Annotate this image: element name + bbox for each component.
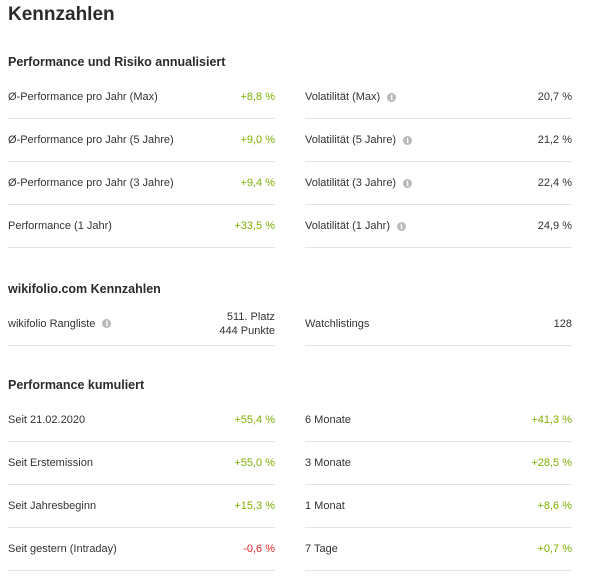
kumuliert-left-list: Seit 21.02.2020 +55,4 % Seit Erstemissio…	[8, 399, 275, 571]
info-icon[interactable]: i	[102, 319, 112, 328]
kennzahl-row: 7 Tage +0,7 %	[305, 528, 572, 571]
section-title-wikifolio-kennzahlen: wikifolio.com Kennzahlen	[8, 282, 161, 296]
section-title-performance-risiko: Performance und Risiko annualisiert	[8, 55, 226, 69]
kennzahl-row: Volatilität (3 Jahre) i 22,4 %	[305, 162, 572, 205]
kennzahl-label-text: Volatilität (3 Jahre)	[305, 177, 397, 189]
kennzahl-label: 7 Tage	[305, 543, 338, 555]
rangliste-platz: 511. Platz	[226, 310, 275, 323]
kennzahl-row: Performance (1 Jahr) +33,5 %	[8, 205, 275, 248]
kennzahl-row: Volatilität (1 Jahr) i 24,9 %	[305, 205, 572, 248]
kennzahl-label: Seit gestern (Intraday)	[8, 543, 117, 555]
kennzahl-row: Seit Erstemission +55,0 %	[8, 442, 275, 485]
kennzahl-label: Performance (1 Jahr)	[8, 220, 112, 232]
kennzahl-value: 24,9 %	[537, 220, 572, 232]
kennzahl-row: Seit gestern (Intraday) -0,6 %	[8, 528, 275, 571]
kennzahl-row: 6 Monate +41,3 %	[305, 399, 572, 442]
kennzahl-value: +55,4 %	[234, 414, 275, 426]
kennzahl-value: 128	[553, 317, 572, 330]
kennzahl-label: wikifolio Rangliste i	[8, 317, 112, 330]
volatility-list: Volatilität (Max) i 20,7 % Volatilität (5…	[305, 76, 572, 248]
kennzahl-label: 6 Monate	[305, 414, 351, 426]
section-title-performance-kumuliert: Performance kumuliert	[8, 378, 145, 392]
kennzahl-label: Ø-Performance pro Jahr (Max)	[8, 91, 158, 103]
kennzahl-label-text: Volatilität (Max)	[305, 91, 381, 103]
kennzahl-label: Volatilität (1 Jahr) i	[305, 220, 406, 232]
kennzahl-row: Seit Jahresbeginn +15,3 %	[8, 485, 275, 528]
kennzahl-value: 22,4 %	[537, 177, 572, 189]
kennzahl-value: +8,6 %	[537, 500, 572, 512]
kennzahl-value: -0,6 %	[243, 543, 275, 555]
kennzahl-row: Ø-Performance pro Jahr (Max) +8,8 %	[8, 76, 275, 119]
kennzahl-row: Seit 21.02.2020 +55,4 %	[8, 399, 275, 442]
kennzahl-label: Watchlistings	[305, 317, 370, 330]
kennzahl-value: +9,4 %	[240, 177, 275, 189]
kennzahl-label: Volatilität (5 Jahre) i	[305, 134, 413, 146]
kennzahl-label: Ø-Performance pro Jahr (3 Jahre)	[8, 177, 174, 189]
watchlistings-block: Watchlistings 128	[305, 302, 572, 346]
page-title: Kennzahlen	[8, 4, 115, 25]
kennzahl-row: Ø-Performance pro Jahr (5 Jahre) +9,0 %	[8, 119, 275, 162]
info-icon[interactable]: i	[396, 221, 406, 231]
kennzahl-row: wikifolio Rangliste i 511. Platz 444 Punk…	[8, 302, 275, 346]
kennzahl-label: Ø-Performance pro Jahr (5 Jahre)	[8, 134, 174, 146]
kennzahl-row: Ø-Performance pro Jahr (3 Jahre) +9,4 %	[8, 162, 275, 205]
kennzahl-label: Seit Erstemission	[8, 457, 93, 469]
kennzahl-label: Seit 21.02.2020	[8, 414, 86, 426]
info-icon[interactable]: i	[387, 92, 397, 102]
kennzahl-row: Watchlistings 128	[305, 302, 572, 346]
kennzahl-row: 1 Monat +8,6 %	[305, 485, 572, 528]
rangliste-punkte: 444 Punkte	[219, 324, 275, 337]
kennzahl-label: 1 Monat	[305, 500, 345, 512]
info-icon[interactable]: i	[403, 135, 413, 145]
kennzahl-row: 3 Monate +28,5 %	[305, 442, 572, 485]
kennzahl-value: +33,5 %	[234, 220, 275, 232]
kennzahl-value: +55,0 %	[234, 457, 275, 469]
kennzahl-value: +41,3 %	[531, 414, 572, 426]
kennzahl-label: Volatilität (3 Jahre) i	[305, 177, 413, 189]
kennzahl-row: Volatilität (5 Jahre) i 21,2 %	[305, 119, 572, 162]
kennzahl-value: 20,7 %	[537, 91, 572, 103]
kennzahl-value: 21,2 %	[537, 134, 572, 146]
kumuliert-right-list: 6 Monate +41,3 % 3 Monate +28,5 % 1 Mona…	[305, 399, 572, 571]
kennzahl-label: Volatilität (Max) i	[305, 91, 397, 103]
kennzahl-value: +15,3 %	[234, 500, 275, 512]
info-icon[interactable]: i	[403, 178, 413, 188]
kennzahl-label: 3 Monate	[305, 457, 351, 469]
kennzahl-row: Volatilität (Max) i 20,7 %	[305, 76, 572, 119]
kennzahl-label-text: wikifolio Rangliste	[8, 317, 96, 330]
kennzahl-value: +28,5 %	[531, 457, 572, 469]
kennzahl-label-text: Volatilität (1 Jahr)	[305, 220, 390, 232]
kennzahl-value: +8,8 %	[240, 91, 275, 103]
kennzahl-label-text: Volatilität (5 Jahre)	[305, 134, 397, 146]
kennzahl-label: Seit Jahresbeginn	[8, 500, 97, 512]
kennzahl-value: +0,7 %	[537, 543, 572, 555]
kennzahl-value: +9,0 %	[240, 134, 275, 146]
rangliste-value: 511. Platz 444 Punkte	[219, 310, 275, 338]
rangliste-block: wikifolio Rangliste i 511. Platz 444 Punk…	[8, 302, 275, 346]
performance-list: Ø-Performance pro Jahr (Max) +8,8 % Ø-Pe…	[8, 76, 275, 248]
